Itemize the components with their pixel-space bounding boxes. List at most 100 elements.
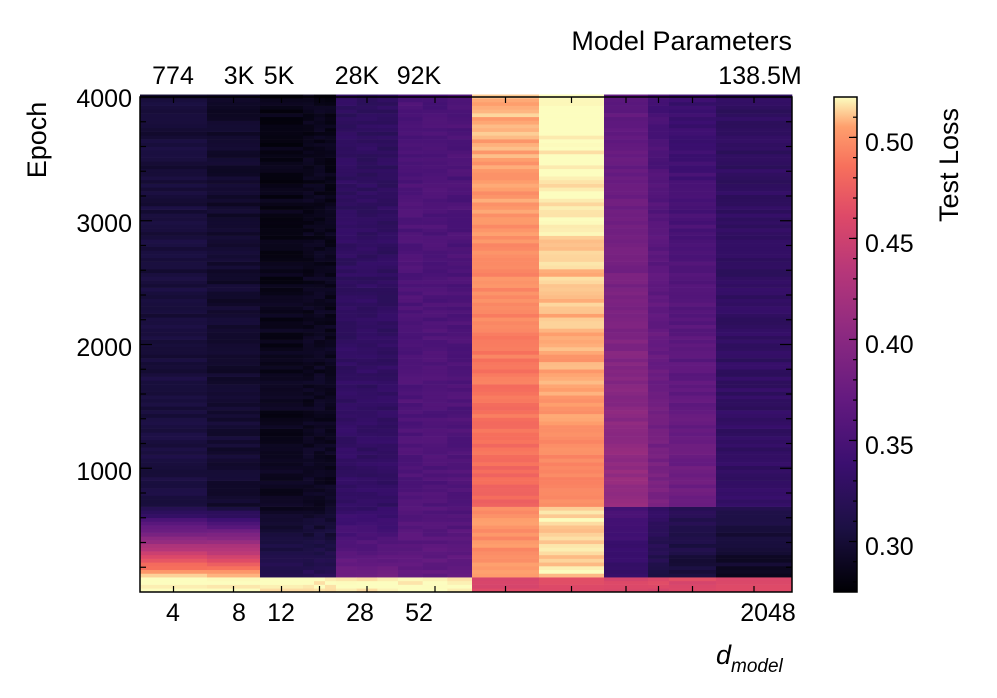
heatmap-cell xyxy=(325,584,337,589)
heatmap-cell xyxy=(472,257,540,262)
heatmap-cell xyxy=(377,309,399,314)
heatmap-cell xyxy=(356,339,378,344)
heatmap-cell xyxy=(314,302,326,307)
heatmap-cell xyxy=(648,476,670,481)
heatmap-cell xyxy=(356,179,378,184)
heatmap-cell xyxy=(472,213,540,218)
heatmap-cell xyxy=(260,506,304,511)
heatmap-cell xyxy=(648,395,670,400)
heatmap-cell xyxy=(356,402,378,407)
heatmap-cell xyxy=(422,168,448,173)
heatmap-cell xyxy=(336,142,357,147)
heatmap-cell xyxy=(336,528,357,533)
heatmap-cell xyxy=(669,387,717,392)
heatmap-cell xyxy=(314,179,326,184)
heatmap-cell xyxy=(716,235,793,240)
heatmap-cell xyxy=(260,514,304,519)
heatmap-cell xyxy=(447,354,473,359)
heatmap-cell xyxy=(716,421,793,426)
heatmap-cell xyxy=(716,254,793,259)
heatmap-cell xyxy=(325,391,337,396)
heatmap-cell xyxy=(356,536,378,541)
heatmap-cell xyxy=(314,231,326,236)
heatmap-cell xyxy=(398,458,423,463)
heatmap-cell xyxy=(422,346,448,351)
heatmap-cell xyxy=(716,209,793,214)
heatmap-cell xyxy=(207,350,261,355)
heatmap-cell xyxy=(422,183,448,188)
heatmap-cell xyxy=(140,502,208,507)
heatmap-cell xyxy=(669,339,717,344)
heatmap-cell xyxy=(314,161,326,166)
heatmap-cell xyxy=(604,142,649,147)
heatmap-cell xyxy=(398,309,423,314)
heatmap-cell xyxy=(398,235,423,240)
heatmap-cell xyxy=(325,387,337,392)
heatmap-cell xyxy=(314,287,326,292)
heatmap-cell xyxy=(716,332,793,337)
heatmap-cell xyxy=(422,161,448,166)
heatmap-cell xyxy=(648,384,670,389)
heatmap-cell xyxy=(260,113,304,118)
heatmap-cell xyxy=(539,239,605,244)
heatmap-cell xyxy=(325,153,337,158)
heatmap-cell xyxy=(422,495,448,500)
heatmap-cell xyxy=(336,365,357,370)
heatmap-cell xyxy=(648,220,670,225)
heatmap-cell xyxy=(303,187,315,192)
heatmap-cell xyxy=(377,231,399,236)
heatmap-cell xyxy=(303,257,315,262)
heatmap-cell xyxy=(303,410,315,415)
heatmap-cell xyxy=(447,306,473,311)
heatmap-cell xyxy=(260,168,304,173)
heatmap-cell xyxy=(325,469,337,474)
heatmap-cell xyxy=(422,135,448,140)
heatmap-cell xyxy=(314,421,326,426)
heatmap-cell xyxy=(604,554,649,559)
heatmap-cell xyxy=(648,484,670,489)
heatmap-cell xyxy=(472,205,540,210)
heatmap-cell xyxy=(314,324,326,329)
heatmap-cell xyxy=(604,191,649,196)
heatmap-cell xyxy=(472,551,540,556)
heatmap-cell xyxy=(314,153,326,158)
heatmap-cell xyxy=(447,309,473,314)
heatmap-cell xyxy=(260,376,304,381)
heatmap-cell xyxy=(377,217,399,222)
heatmap-cell xyxy=(314,554,326,559)
heatmap-cell xyxy=(260,488,304,493)
heatmap-cell xyxy=(422,502,448,507)
heatmap-cell xyxy=(207,436,261,441)
heatmap-cell xyxy=(604,358,649,363)
heatmap-cell xyxy=(447,116,473,121)
heatmap-cell xyxy=(669,317,717,322)
heatmap-cell xyxy=(336,165,357,170)
heatmap-cell xyxy=(314,499,326,504)
heatmap-cell xyxy=(539,198,605,203)
heatmap-cell xyxy=(716,309,793,314)
heatmap-cell xyxy=(356,243,378,248)
heatmap-cell xyxy=(140,517,208,522)
bottom-tick-label: 12 xyxy=(267,599,295,627)
heatmap-cell xyxy=(314,417,326,422)
heatmap-cell xyxy=(356,424,378,429)
heatmap-cell xyxy=(377,224,399,229)
heatmap-cell xyxy=(447,287,473,292)
top-tick-label: 3K xyxy=(224,62,255,90)
heatmap-cell xyxy=(604,280,649,285)
heatmap-cell xyxy=(207,202,261,207)
heatmap-cell xyxy=(377,116,399,121)
heatmap-cell xyxy=(539,101,605,106)
heatmap-cell xyxy=(207,250,261,255)
heatmap-cell xyxy=(207,269,261,274)
heatmap-cell xyxy=(207,187,261,192)
heatmap-cell xyxy=(604,402,649,407)
heatmap-cell xyxy=(140,101,208,106)
heatmap-cell xyxy=(472,484,540,489)
heatmap-cell xyxy=(140,569,208,574)
heatmap-cell xyxy=(539,406,605,411)
heatmap-cell xyxy=(207,358,261,363)
heatmap-cell xyxy=(260,443,304,448)
heatmap-cell xyxy=(260,324,304,329)
heatmap-cell xyxy=(336,417,357,422)
